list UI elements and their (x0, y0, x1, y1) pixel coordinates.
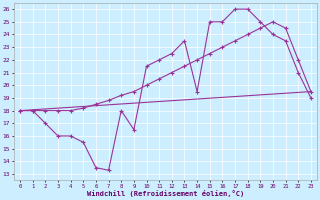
X-axis label: Windchill (Refroidissement éolien,°C): Windchill (Refroidissement éolien,°C) (87, 190, 244, 197)
